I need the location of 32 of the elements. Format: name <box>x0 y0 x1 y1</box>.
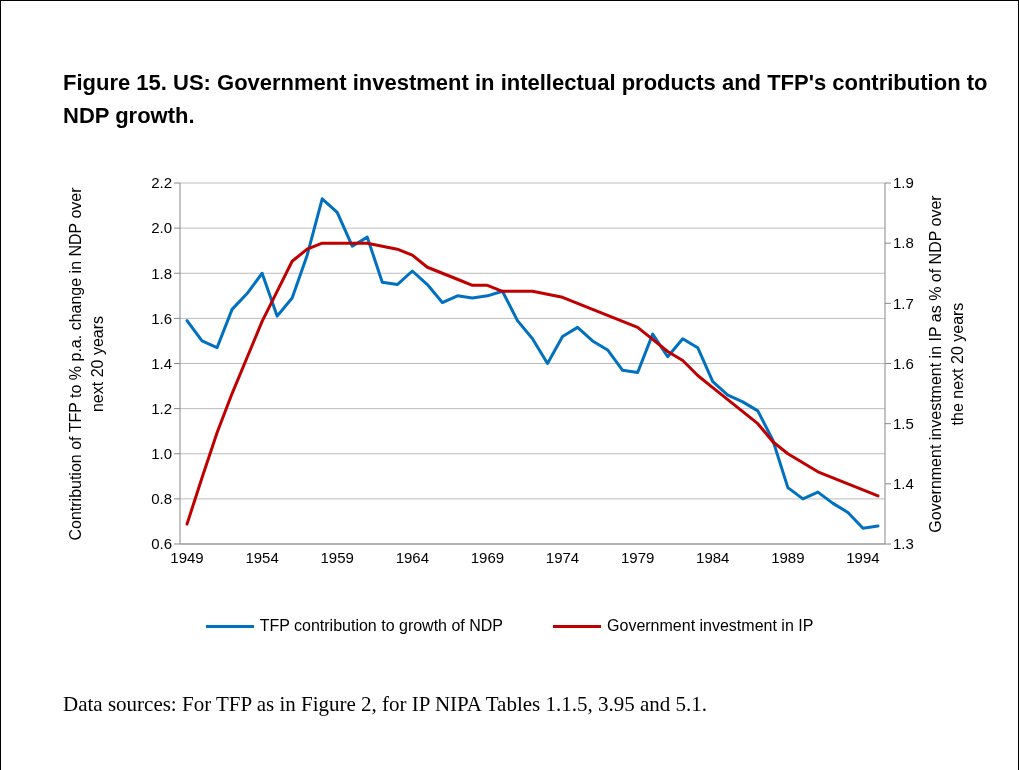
y2-tick-label: 1.9 <box>893 174 914 192</box>
legend-label: Government investment in IP <box>607 617 814 635</box>
y-tick-label: 1.0 <box>151 445 172 463</box>
y2-tick-label: 1.6 <box>893 354 914 372</box>
y2-tick-label: 1.4 <box>893 475 914 493</box>
y-tick-label: 1.6 <box>151 309 172 327</box>
y-tick-label: 2.2 <box>151 174 172 192</box>
y2-tick-label: 1.5 <box>893 414 914 432</box>
x-tick-label: 1979 <box>620 548 655 566</box>
legend-label: TFP contribution to growth of NDP <box>259 617 504 635</box>
y-axis-title: Contribution of TFP to % p.a. change in NDP over next 20 years <box>66 186 107 543</box>
x-tick-label: 1969 <box>470 548 505 566</box>
y2-tick-label: 1.8 <box>893 234 914 252</box>
chart-title: Figure 15. US: Government investment in intellectual products and TFP's contribution to NDP growth. <box>63 69 989 130</box>
y2-tick-label: 1.7 <box>893 294 914 312</box>
x-tick-label: 1959 <box>320 548 354 566</box>
y2-axis-title: Government investment in IP as % of NDP over the next 20 years <box>926 194 967 535</box>
y-tick-label: 2.0 <box>151 219 172 237</box>
x-tick-label: 1964 <box>395 548 430 566</box>
y-tick-label: 1.8 <box>151 264 172 282</box>
x-tick-label: 1989 <box>771 548 805 566</box>
x-tick-label: 1994 <box>846 548 880 566</box>
x-tick-label: 1954 <box>245 548 279 566</box>
y-tick-label: 0.6 <box>151 535 172 553</box>
y-tick-label: 1.4 <box>151 354 172 372</box>
x-tick-label: 1974 <box>545 548 580 566</box>
y2-tick-label: 1.3 <box>893 535 914 553</box>
y-tick-label: 0.8 <box>151 490 172 508</box>
x-tick-label: 1949 <box>170 548 204 566</box>
text: Data sources: For TFP as in Figure 2, for IP NIPA Tables 1.1.5, 3.95 and 5.1. <box>63 692 708 717</box>
y-tick-label: 1.2 <box>151 399 172 417</box>
x-tick-label: 1984 <box>696 548 730 566</box>
